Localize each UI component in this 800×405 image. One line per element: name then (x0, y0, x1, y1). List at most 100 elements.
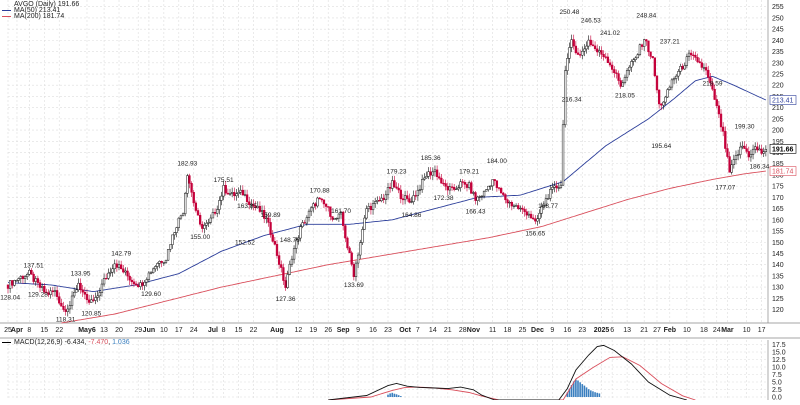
candle-body (628, 66, 631, 71)
candle-body (645, 39, 648, 42)
candle-body (141, 282, 144, 286)
y-tick-label: 135 (772, 273, 784, 280)
candle-body (339, 211, 343, 215)
candle-body (111, 268, 114, 273)
x-tick-label: 21 (444, 327, 452, 334)
candle-body (102, 278, 106, 285)
axis-value-label: 191.66 (772, 146, 794, 153)
macd-hist-bar (393, 393, 396, 397)
macd-hist-bar (579, 382, 581, 397)
candle-body (194, 202, 198, 211)
candle-body (117, 264, 121, 268)
candle-body (625, 70, 629, 78)
candle-body (231, 192, 234, 194)
candle-body (506, 199, 509, 204)
candle-body (529, 213, 533, 219)
candle-body (401, 198, 405, 201)
candle-body (260, 210, 264, 212)
macd-legend: MACD(12,26,9) -6.434, -7.470, 1.036 (0, 338, 130, 347)
price-annotation: 237.21 (660, 39, 680, 46)
axis-value-box (769, 166, 797, 176)
x-tick-label: 25 (4, 327, 12, 334)
candle-body (455, 188, 458, 190)
macd-hist-bar (583, 385, 586, 397)
x-tick-label: Mar (721, 327, 734, 334)
candle-body (105, 278, 108, 280)
x-tick-label: 2025 (594, 327, 610, 334)
x-tick-label: 25 (519, 327, 527, 334)
candle-body (406, 195, 409, 199)
price-annotation: 161.70 (331, 208, 351, 215)
candle-body (201, 224, 204, 229)
candle-body (6, 284, 10, 289)
candle-body (634, 57, 637, 60)
candle-body (239, 189, 242, 193)
candle-body (79, 282, 82, 291)
candle-body (327, 206, 330, 208)
candle-body (675, 75, 678, 79)
candle-body (700, 62, 703, 68)
candle-body (623, 76, 627, 83)
y-tick-label: 145 (772, 251, 784, 258)
price-annotation: 166.43 (466, 208, 486, 215)
candle-body (536, 218, 539, 222)
candle-body (421, 179, 424, 190)
candle-body (602, 54, 605, 57)
candle-body (382, 197, 385, 200)
candle-body (512, 205, 516, 207)
x-tick-label: 16 (563, 327, 571, 334)
candle-body (192, 192, 195, 204)
candle-body (196, 210, 200, 216)
candle-body (41, 286, 44, 288)
candles (6, 34, 768, 317)
candle-body (581, 50, 584, 56)
candle-body (154, 266, 157, 270)
candle-body (450, 186, 454, 188)
candle-body (147, 272, 151, 280)
candle-body (465, 184, 469, 188)
candle-body (711, 82, 714, 90)
price-annotation: 199.30 (735, 124, 755, 131)
candle-body (209, 217, 212, 223)
candle-body (254, 205, 257, 208)
candle-body (152, 268, 155, 273)
candle-body (380, 197, 383, 202)
candle-body (77, 282, 80, 291)
candle-body (335, 217, 338, 220)
candle-body (177, 217, 180, 228)
macd-hist-bar (387, 394, 389, 397)
candle-body (388, 187, 392, 189)
macd-hist-bar (391, 392, 394, 397)
candle-body (299, 226, 302, 239)
candle-body (745, 148, 748, 152)
candle-body (307, 210, 311, 218)
candle-body (670, 79, 674, 88)
candle-body (169, 244, 172, 250)
candle-body (51, 290, 54, 293)
candle-body (694, 55, 697, 58)
y-tick-label: 230 (772, 60, 784, 67)
candle-body (11, 280, 14, 286)
macd-hist-bar (572, 381, 575, 397)
candle-body (166, 249, 170, 261)
macd-hist-bar (577, 380, 579, 397)
candle-body (149, 272, 153, 274)
candle-body (36, 278, 40, 283)
candle-body (423, 177, 426, 180)
price-annotation: 163.85 (237, 203, 257, 210)
candle-body (211, 212, 215, 219)
candle-body (583, 48, 586, 52)
candle-body (544, 198, 548, 206)
candle-body (292, 248, 296, 260)
x-tick-label: Apr (11, 327, 23, 334)
candle-body (19, 276, 22, 279)
price-annotation: 148.76 (280, 237, 300, 244)
legend-ma200-label: MA(200) (14, 13, 41, 20)
candle-body (28, 270, 31, 275)
candle-body (664, 96, 667, 103)
candle-body (15, 280, 18, 282)
price-annotation: 218.05 (615, 93, 635, 100)
candle-body (482, 190, 486, 197)
x-tick-label: 22 (55, 327, 63, 334)
macd-y-tick-label: 12.5 (772, 357, 786, 364)
